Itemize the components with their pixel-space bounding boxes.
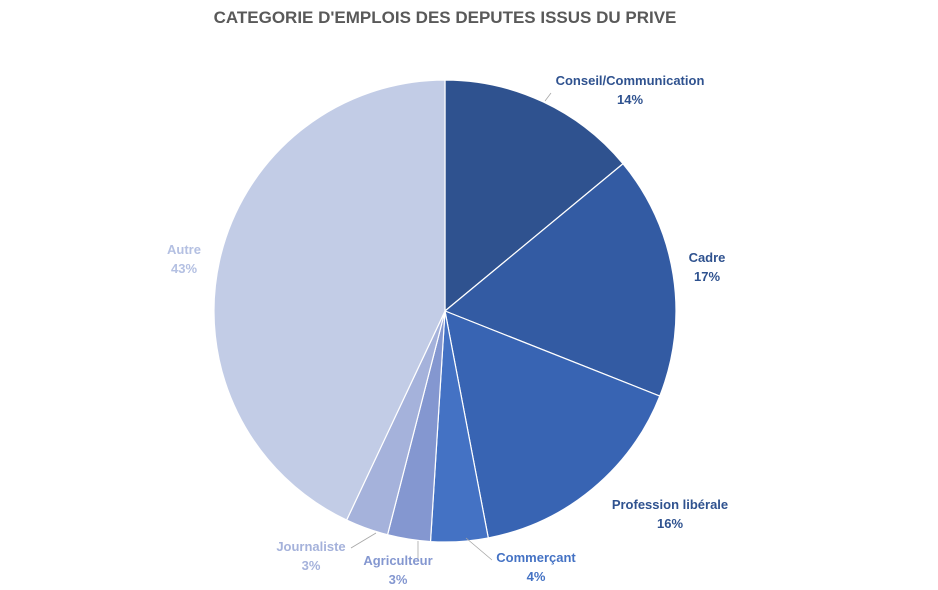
data-label-category: Journaliste — [276, 539, 345, 554]
data-label-category: Profession libérale — [612, 497, 728, 512]
pie-slices — [213, 79, 677, 543]
data-label-category: Autre — [167, 242, 201, 257]
data-label-percent: 3% — [302, 558, 321, 573]
data-label-category: Agriculteur — [363, 553, 432, 568]
chart-title: CATEGORIE D'EMPLOIS DES DEPUTES ISSUS DU… — [214, 8, 677, 27]
data-label-category: Cadre — [689, 250, 726, 265]
data-label-autre: Autre 43% — [167, 242, 201, 276]
pie-slice-autre — [213, 79, 446, 521]
data-label-percent: 17% — [694, 269, 720, 284]
data-label-journaliste: Journaliste 3% — [276, 539, 345, 573]
leader-line-commercant — [465, 537, 493, 561]
data-label-percent: 16% — [657, 516, 683, 531]
data-label-commercant: Commerçant 4% — [496, 550, 576, 584]
leader-lines — [350, 92, 552, 561]
data-label-category: Conseil/Communication — [556, 73, 705, 88]
data-label-percent: 43% — [171, 261, 197, 276]
pie-slice-profession-liberale — [444, 310, 661, 539]
leader-line-conseil-communication — [544, 92, 552, 102]
data-label-agriculteur: Agriculteur 3% — [363, 553, 432, 587]
data-label-conseil-communication: Conseil/Communication 14% — [556, 73, 705, 107]
data-label-category: Commerçant — [496, 550, 576, 565]
data-labels: Conseil/Communication 14% Cadre 17% Professi… — [167, 73, 728, 587]
data-label-percent: 14% — [617, 92, 643, 107]
data-label-percent: 3% — [389, 572, 408, 587]
data-label-percent: 4% — [527, 569, 546, 584]
leader-line-journaliste — [350, 532, 377, 549]
pie-slice-cadre — [443, 162, 677, 397]
data-label-profession-liberale: Profession libérale 16% — [612, 497, 728, 531]
pie-slice-conseil-communication — [444, 79, 624, 313]
data-label-cadre: Cadre 17% — [689, 250, 726, 284]
